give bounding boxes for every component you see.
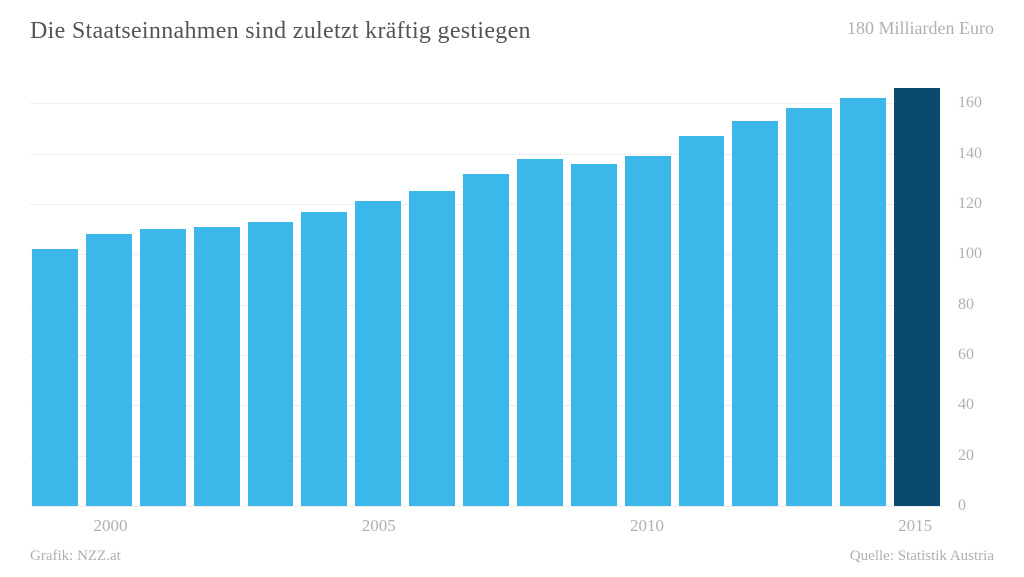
- bar: [248, 222, 294, 506]
- x-tick-label: 2015: [898, 516, 932, 536]
- chart-unit-label: 180 Milliarden Euro: [847, 18, 994, 39]
- x-tick-label: 2000: [93, 516, 127, 536]
- x-tick-label: 2005: [362, 516, 396, 536]
- bar: [517, 159, 563, 506]
- bar: [840, 98, 886, 506]
- y-tick-label: 80: [958, 296, 974, 314]
- bar: [786, 108, 832, 506]
- footer-source: Quelle: Statistik Austria: [850, 548, 994, 565]
- bar: [571, 164, 617, 506]
- header-row: Die Staatseinnahmen sind zuletzt kräftig…: [30, 18, 994, 45]
- y-tick-label: 140: [958, 145, 982, 163]
- bar: [894, 88, 940, 506]
- x-tick-label: 2010: [630, 516, 664, 536]
- chart-wrapper: 020406080100120140160: [30, 53, 994, 506]
- bar: [301, 212, 347, 506]
- bar: [86, 234, 132, 506]
- y-tick-label: 40: [958, 396, 974, 414]
- bar: [140, 229, 186, 506]
- x-axis: 2000 2005 2010 2015: [30, 516, 942, 538]
- y-tick-label: 100: [958, 245, 982, 263]
- bar: [355, 201, 401, 506]
- y-tick-label: 160: [958, 94, 982, 112]
- y-tick-label: 120: [958, 195, 982, 213]
- footer-credit: Grafik: NZZ.at: [30, 548, 121, 565]
- y-tick-label: 60: [958, 346, 974, 364]
- chart-title: Die Staatseinnahmen sind zuletzt kräftig…: [30, 18, 531, 45]
- bar: [32, 249, 78, 506]
- bar: [625, 156, 671, 506]
- bar: [732, 121, 778, 506]
- bars-group: [30, 53, 942, 506]
- chart-footer: Grafik: NZZ.at Quelle: Statistik Austria: [30, 548, 994, 565]
- y-tick-label: 20: [958, 447, 974, 465]
- chart-container: Die Staatseinnahmen sind zuletzt kräftig…: [0, 0, 1024, 577]
- gridline: [30, 506, 942, 507]
- bar: [679, 136, 725, 506]
- bar: [194, 227, 240, 506]
- y-tick-label: 0: [958, 497, 966, 515]
- plot-area: [30, 53, 942, 506]
- y-axis: 020406080100120140160: [954, 53, 994, 506]
- bar: [409, 191, 455, 506]
- bar: [463, 174, 509, 506]
